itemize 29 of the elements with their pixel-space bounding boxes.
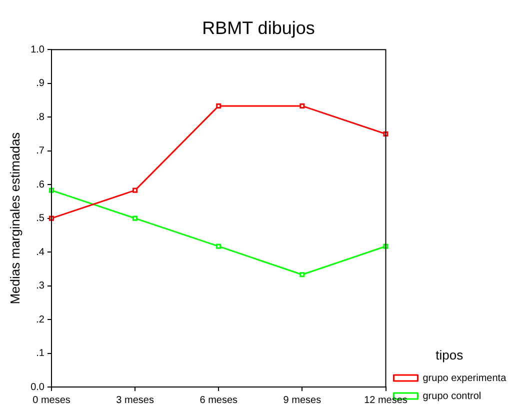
point: [216, 244, 222, 249]
point: [132, 216, 138, 221]
x-tick-label: 3 meses: [116, 394, 154, 406]
point: [300, 103, 305, 108]
x-tick-label: 6 meses: [200, 394, 238, 406]
point: [383, 244, 388, 249]
legend-label: grupo control: [422, 390, 482, 402]
y-tick-label: .6: [36, 179, 45, 190]
x-tick-label: 9 meses: [283, 394, 322, 406]
y-tick-label: .7: [36, 146, 45, 157]
legend-label: grupo experimenta: [422, 372, 507, 384]
x-tick-label: 12 meses: [364, 394, 408, 406]
y-axis-title: Medias marginales estimadas: [7, 132, 22, 304]
legend-title: tipos: [436, 347, 464, 362]
y-tick-label: .5: [36, 213, 45, 224]
point: [383, 131, 388, 136]
chart-title: RBMT dibujos: [202, 18, 315, 38]
y-tick-label: .9: [36, 78, 45, 90]
y-tick-label: .1: [36, 348, 45, 360]
y-tick-label: .4: [36, 246, 45, 258]
point: [132, 188, 138, 193]
x-tick-label: 0 meses: [32, 394, 70, 406]
y-tick-label: 1.0: [30, 44, 45, 56]
y-tick-label: .2: [36, 314, 45, 326]
y-tick-label: .8: [36, 112, 45, 123]
y-tick-label: .3: [36, 280, 45, 292]
point: [216, 103, 222, 108]
y-tick-label: 0.0: [30, 382, 45, 393]
point: [300, 272, 305, 278]
